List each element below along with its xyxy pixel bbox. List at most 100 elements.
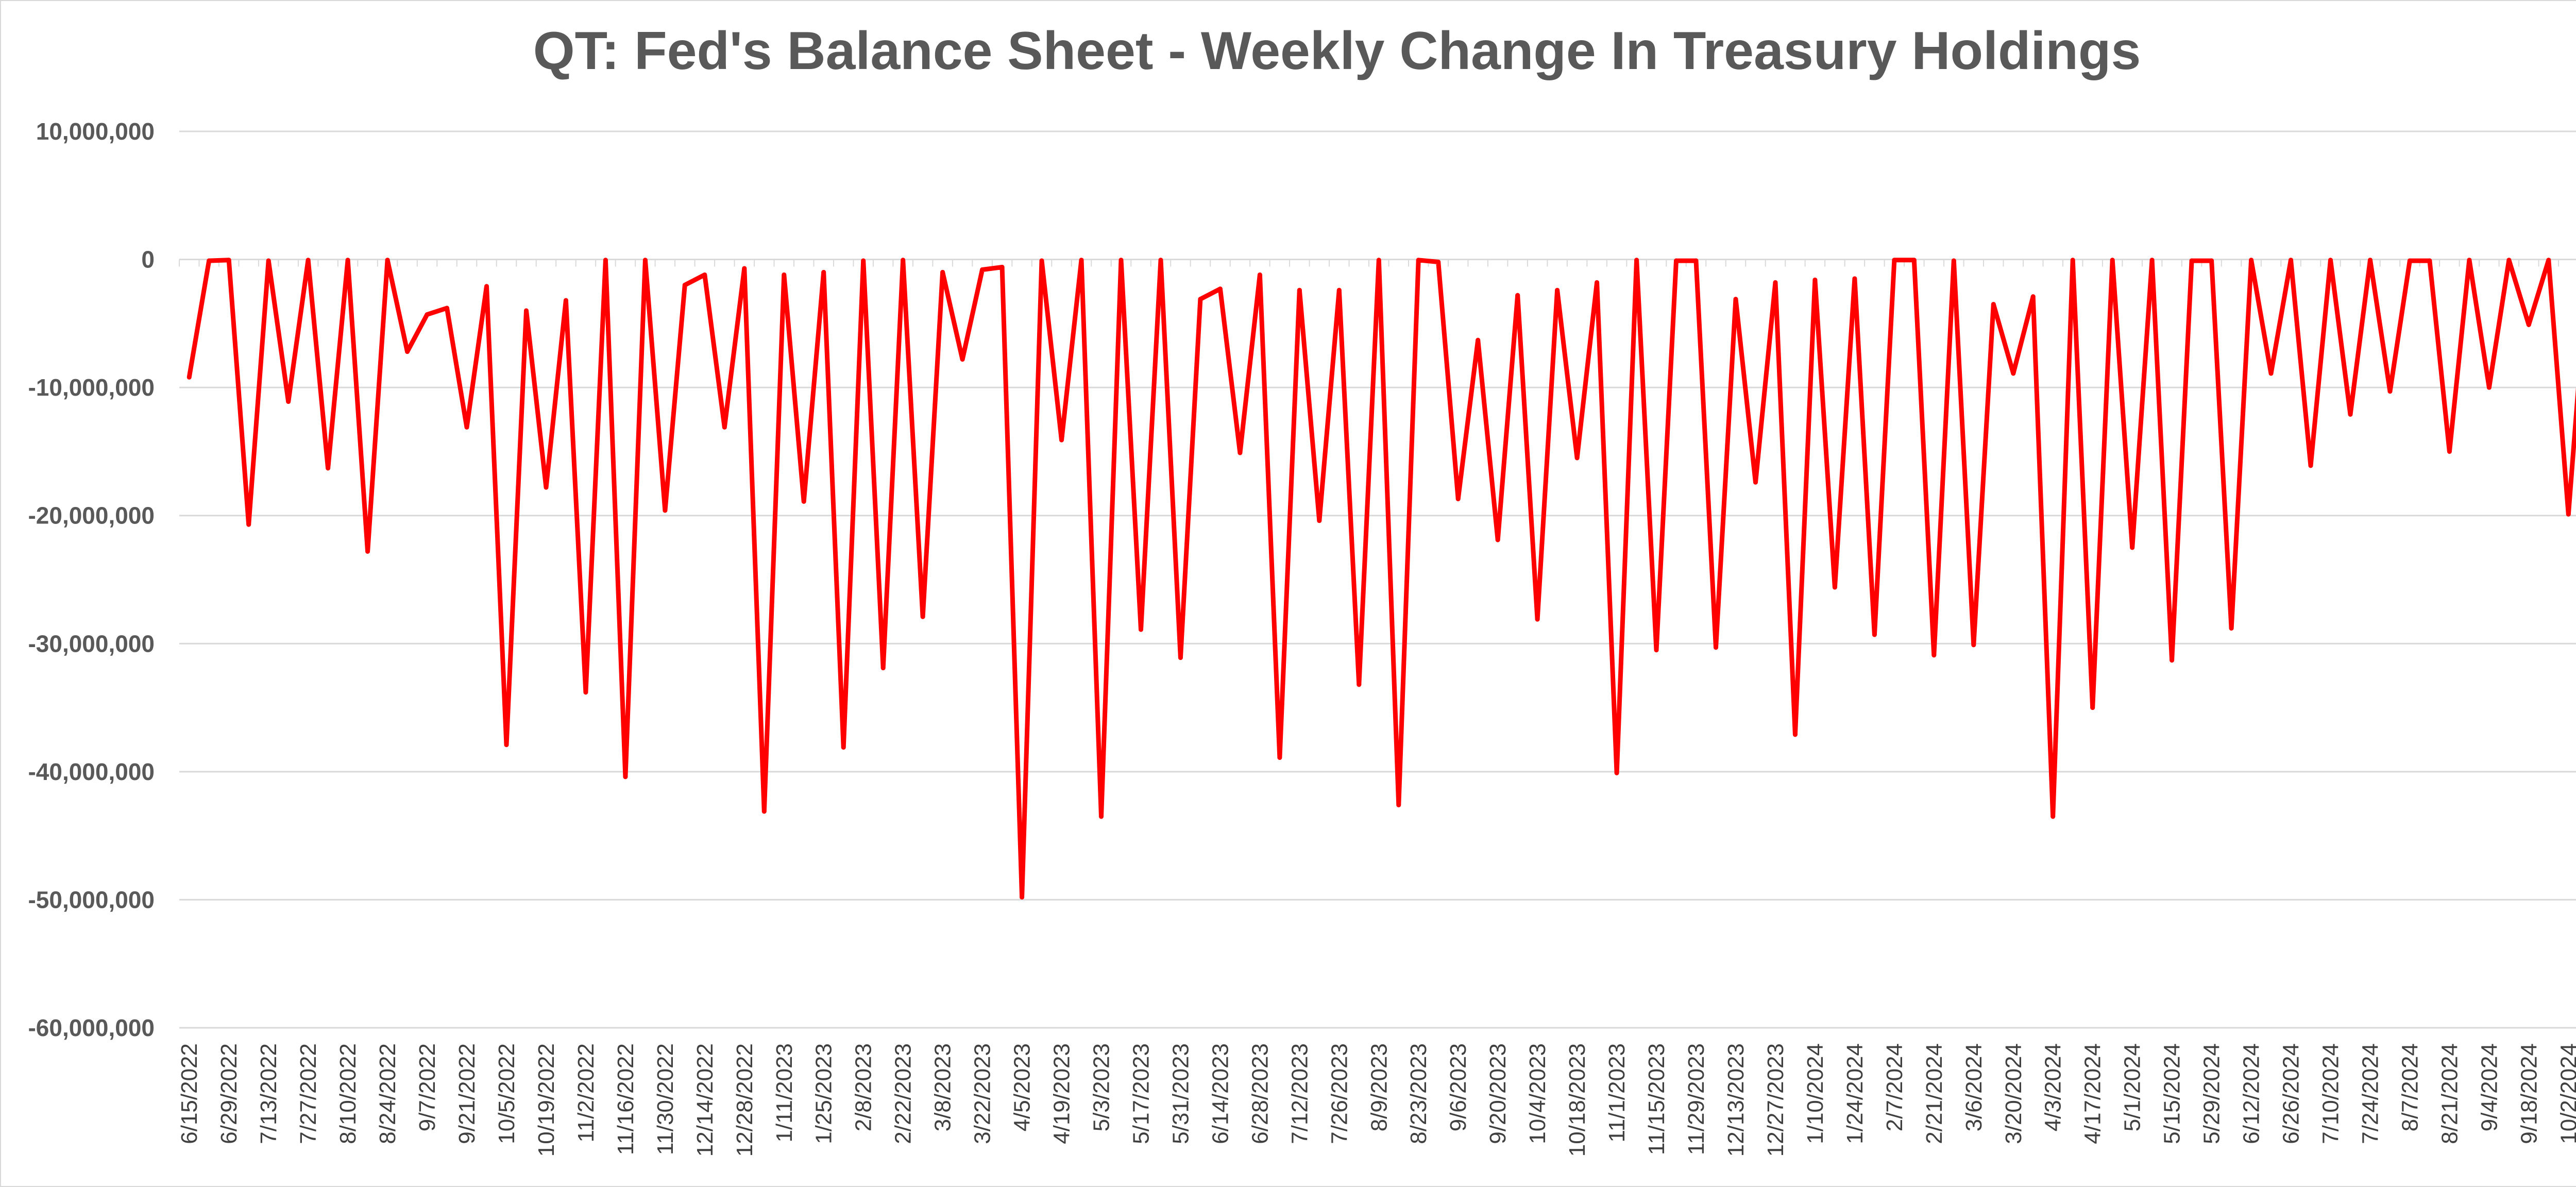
data-point xyxy=(345,258,350,263)
data-point xyxy=(1476,337,1481,343)
data-point xyxy=(1812,277,1818,282)
data-point xyxy=(682,282,687,287)
data-point xyxy=(1832,585,1837,590)
data-point xyxy=(1059,437,1064,443)
x-tick-label: 9/7/2022 xyxy=(415,1043,440,1131)
x-tick-label: 1/24/2024 xyxy=(1842,1043,1868,1144)
x-tick-label: 12/27/2023 xyxy=(1763,1043,1788,1157)
data-point xyxy=(1733,297,1738,302)
data-point xyxy=(1118,258,1124,263)
x-tick-label: 8/23/2023 xyxy=(1406,1043,1431,1144)
x-tick-label: 10/4/2023 xyxy=(1525,1043,1550,1144)
data-point xyxy=(385,258,390,263)
data-point xyxy=(1217,286,1223,292)
x-tick-label: 10/2/2024 xyxy=(2556,1043,2576,1144)
data-point xyxy=(1495,537,1500,542)
x-tick-label: 6/14/2023 xyxy=(1208,1043,1233,1144)
data-point xyxy=(2170,658,2175,663)
x-tick-label: 3/20/2024 xyxy=(2001,1043,2026,1144)
data-point xyxy=(583,690,588,695)
x-tick-label: 7/13/2022 xyxy=(256,1043,281,1144)
data-point xyxy=(246,522,251,527)
data-point xyxy=(663,508,668,513)
data-point xyxy=(603,258,608,263)
data-point xyxy=(484,284,489,289)
x-tick-label: 11/29/2023 xyxy=(1684,1043,1709,1155)
data-point xyxy=(2289,258,2294,263)
data-point xyxy=(425,312,430,317)
x-tick-label: 3/8/2023 xyxy=(930,1043,956,1131)
x-tick-label: 7/10/2024 xyxy=(2318,1043,2344,1144)
data-point xyxy=(1238,450,1243,455)
data-point xyxy=(2486,385,2492,390)
x-tick-label: 7/12/2023 xyxy=(1287,1043,1312,1144)
x-tick-label: 8/10/2022 xyxy=(335,1043,361,1144)
data-point xyxy=(1396,802,1401,807)
data-point xyxy=(642,258,648,263)
data-point xyxy=(702,272,707,277)
x-tick-label: 9/21/2022 xyxy=(454,1043,480,1144)
data-point xyxy=(1515,293,1520,298)
x-tick-label: 7/24/2024 xyxy=(2358,1043,2383,1144)
data-point xyxy=(1674,258,1679,263)
data-point xyxy=(2546,258,2551,263)
y-tick-label: 0 xyxy=(141,246,155,273)
data-point xyxy=(2268,371,2274,376)
data-point xyxy=(2130,545,2135,550)
data-point xyxy=(821,269,826,275)
x-tick-label: 11/16/2022 xyxy=(613,1043,638,1155)
data-point xyxy=(1198,297,1203,302)
data-point xyxy=(1852,276,1857,281)
data-point xyxy=(980,267,985,272)
data-point xyxy=(2149,258,2155,263)
data-point xyxy=(1376,258,1381,263)
data-point xyxy=(1654,648,1659,653)
data-point xyxy=(722,425,727,430)
data-point xyxy=(1277,755,1282,760)
data-point xyxy=(504,742,509,748)
data-point xyxy=(1317,518,1322,523)
x-tick-label: 9/18/2024 xyxy=(2516,1043,2541,1144)
data-point xyxy=(1634,258,1639,263)
x-tick-label: 4/19/2023 xyxy=(1049,1043,1075,1144)
x-tick-label: 11/30/2022 xyxy=(653,1043,678,1155)
data-point xyxy=(1971,642,1976,648)
x-tick-label: 5/1/2024 xyxy=(2120,1043,2145,1131)
data-point xyxy=(999,264,1005,269)
treasury-holdings-line xyxy=(187,258,2576,900)
data-point xyxy=(880,666,886,671)
data-point xyxy=(2506,258,2512,263)
x-tick-label: 5/3/2023 xyxy=(1089,1043,1114,1131)
data-point xyxy=(1297,287,1302,293)
x-tick-label: 10/19/2022 xyxy=(534,1043,559,1157)
x-tick-label: 1/25/2023 xyxy=(811,1043,837,1144)
data-point xyxy=(2427,258,2432,263)
data-point xyxy=(2209,258,2214,263)
data-point xyxy=(2011,371,2016,376)
data-point xyxy=(1693,258,1699,263)
x-tick-label: 10/5/2022 xyxy=(494,1043,519,1144)
data-point xyxy=(801,499,806,504)
data-point xyxy=(2090,705,2095,710)
data-point xyxy=(1872,632,1877,637)
data-point xyxy=(2447,449,2452,454)
data-point xyxy=(1436,260,1441,265)
x-tick-label: 4/5/2023 xyxy=(1010,1043,1035,1131)
data-point xyxy=(2348,412,2353,417)
data-point xyxy=(2229,625,2234,631)
x-tick-label: 6/26/2024 xyxy=(2279,1043,2304,1144)
x-tick-label: 12/28/2022 xyxy=(732,1043,757,1157)
data-point xyxy=(306,258,311,263)
y-tick-label: -20,000,000 xyxy=(28,502,155,529)
data-point xyxy=(1991,302,1996,307)
x-tick-label: 9/6/2023 xyxy=(1446,1043,1471,1131)
x-tick-label: 11/15/2023 xyxy=(1644,1043,1669,1155)
data-point xyxy=(2189,258,2194,263)
data-point xyxy=(1455,496,1461,501)
data-point xyxy=(1931,653,1937,658)
data-point xyxy=(2110,258,2115,263)
data-point xyxy=(1753,480,1758,485)
data-point xyxy=(445,306,450,311)
x-tick-label: 9/4/2024 xyxy=(2477,1043,2502,1131)
